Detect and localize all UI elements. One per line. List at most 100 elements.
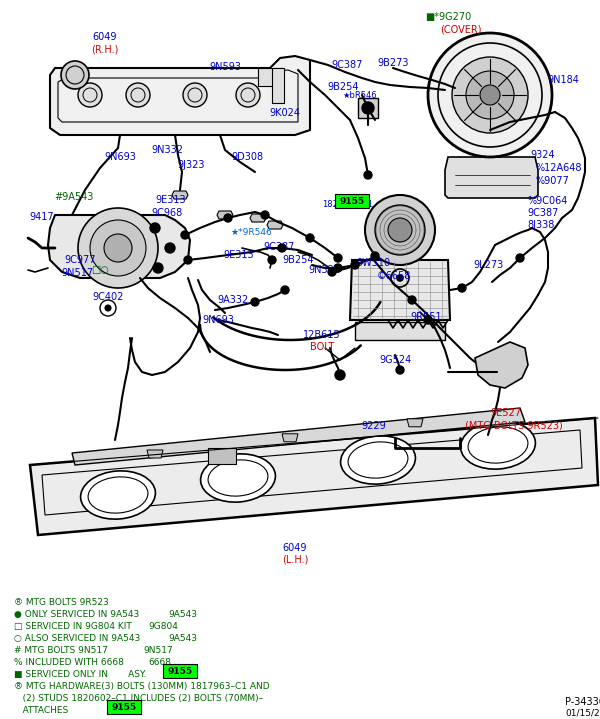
Text: ® MTG HARDWARE(3) BOLTS (130MM) 1817963–C1 AND: ® MTG HARDWARE(3) BOLTS (130MM) 1817963–…	[14, 682, 269, 691]
Text: 9N593: 9N593	[209, 62, 241, 72]
Text: □ SERVICED IN 9G804 KIT: □ SERVICED IN 9G804 KIT	[14, 622, 132, 631]
Polygon shape	[172, 191, 188, 199]
Circle shape	[183, 83, 207, 107]
Circle shape	[371, 252, 379, 260]
Circle shape	[104, 234, 132, 262]
Text: 9C977: 9C977	[64, 255, 96, 265]
Text: 9C968: 9C968	[151, 208, 182, 218]
Circle shape	[334, 254, 342, 262]
Circle shape	[261, 211, 269, 219]
Polygon shape	[350, 260, 450, 320]
Text: 9J323: 9J323	[177, 160, 205, 170]
FancyBboxPatch shape	[335, 194, 369, 208]
Text: % INCLUDED WITH 6668: % INCLUDED WITH 6668	[14, 658, 124, 667]
Text: BOLT: BOLT	[310, 342, 334, 352]
Polygon shape	[355, 322, 445, 340]
Circle shape	[408, 296, 416, 304]
Text: (L.H.): (L.H.)	[282, 555, 308, 565]
Text: ■*9G270: ■*9G270	[425, 12, 471, 22]
Circle shape	[466, 71, 514, 119]
Text: ■ SERVICED ONLY IN       ASY.: ■ SERVICED ONLY IN ASY.	[14, 670, 146, 679]
Text: P-34336: P-34336	[565, 697, 600, 707]
Text: 9A543: 9A543	[168, 610, 197, 619]
Text: 9B254: 9B254	[327, 82, 359, 92]
Circle shape	[78, 83, 102, 107]
Ellipse shape	[341, 436, 415, 484]
Text: 6049: 6049	[283, 543, 307, 553]
Text: 9G524: 9G524	[379, 355, 411, 365]
Circle shape	[364, 171, 372, 179]
FancyBboxPatch shape	[107, 700, 141, 714]
Text: (COVER): (COVER)	[440, 24, 482, 34]
Circle shape	[365, 195, 435, 265]
Text: 9N184: 9N184	[547, 75, 579, 85]
Text: 9W310: 9W310	[356, 258, 390, 268]
Circle shape	[224, 214, 232, 222]
Text: (R.H.): (R.H.)	[91, 44, 119, 54]
Circle shape	[328, 268, 336, 276]
Circle shape	[362, 102, 374, 114]
Text: 9N332: 9N332	[308, 265, 340, 275]
Circle shape	[268, 256, 276, 264]
Text: 9B273: 9B273	[377, 58, 409, 68]
Text: 9C387: 9C387	[527, 208, 559, 218]
Text: 12B615: 12B615	[303, 330, 341, 340]
Polygon shape	[407, 418, 423, 427]
Circle shape	[61, 61, 89, 89]
Circle shape	[480, 85, 500, 105]
Circle shape	[78, 208, 158, 288]
Text: 9C402: 9C402	[92, 292, 124, 302]
Text: ©6658: ©6658	[377, 271, 411, 281]
Text: #9A543: #9A543	[54, 192, 94, 202]
Text: ★bR546: ★bR546	[343, 91, 377, 100]
Text: ATTACHES: ATTACHES	[14, 706, 68, 715]
Text: 9324: 9324	[530, 150, 554, 160]
Polygon shape	[30, 418, 598, 535]
Circle shape	[105, 305, 111, 311]
Text: 6049: 6049	[93, 32, 117, 42]
Polygon shape	[72, 408, 525, 465]
Text: 9N517: 9N517	[61, 268, 93, 278]
Circle shape	[181, 231, 189, 239]
Polygon shape	[475, 342, 528, 388]
Text: 9417: 9417	[29, 212, 55, 222]
Circle shape	[278, 244, 286, 252]
Circle shape	[428, 33, 552, 157]
Bar	[258, 68, 283, 86]
Text: %9C064: %9C064	[527, 196, 568, 206]
Text: # MTG BOLTS 9N517: # MTG BOLTS 9N517	[14, 646, 108, 655]
Text: ® MTG BOLTS 9R523: ® MTG BOLTS 9R523	[14, 598, 109, 607]
Text: 9A543: 9A543	[168, 634, 197, 643]
Text: 9E313: 9E313	[155, 195, 187, 205]
Polygon shape	[217, 211, 233, 219]
Circle shape	[165, 243, 175, 253]
Text: 9K024: 9K024	[269, 108, 301, 118]
Text: □○: □○	[91, 265, 109, 275]
Circle shape	[334, 264, 342, 272]
Circle shape	[236, 83, 260, 107]
Text: 9229: 9229	[362, 421, 386, 431]
Circle shape	[458, 284, 466, 292]
Circle shape	[388, 218, 412, 242]
Polygon shape	[282, 434, 298, 441]
Text: %9077: %9077	[535, 176, 569, 186]
Text: 1820916-C1: 1820916-C1	[322, 200, 373, 209]
Circle shape	[306, 234, 314, 242]
Text: 9N693: 9N693	[104, 152, 136, 162]
Circle shape	[335, 370, 345, 380]
Text: 9N332: 9N332	[151, 145, 183, 155]
Text: ★*9R546: ★*9R546	[230, 228, 272, 237]
Circle shape	[396, 366, 404, 374]
Circle shape	[251, 298, 259, 306]
Circle shape	[281, 286, 289, 294]
Text: (2) STUDS 1820602–C1 INCLUDES (2) BOLTS (70MM)–: (2) STUDS 1820602–C1 INCLUDES (2) BOLTS …	[14, 694, 263, 703]
Bar	[208, 448, 236, 464]
Ellipse shape	[200, 454, 275, 502]
Circle shape	[90, 220, 146, 276]
Text: (MTG BOLTS 9R523): (MTG BOLTS 9R523)	[465, 420, 563, 430]
Text: 9C387: 9C387	[263, 242, 295, 252]
Text: ○ ALSO SERVICED IN 9A543: ○ ALSO SERVICED IN 9A543	[14, 634, 140, 643]
Circle shape	[424, 316, 432, 324]
Text: 9N517: 9N517	[143, 646, 173, 655]
Circle shape	[153, 263, 163, 273]
